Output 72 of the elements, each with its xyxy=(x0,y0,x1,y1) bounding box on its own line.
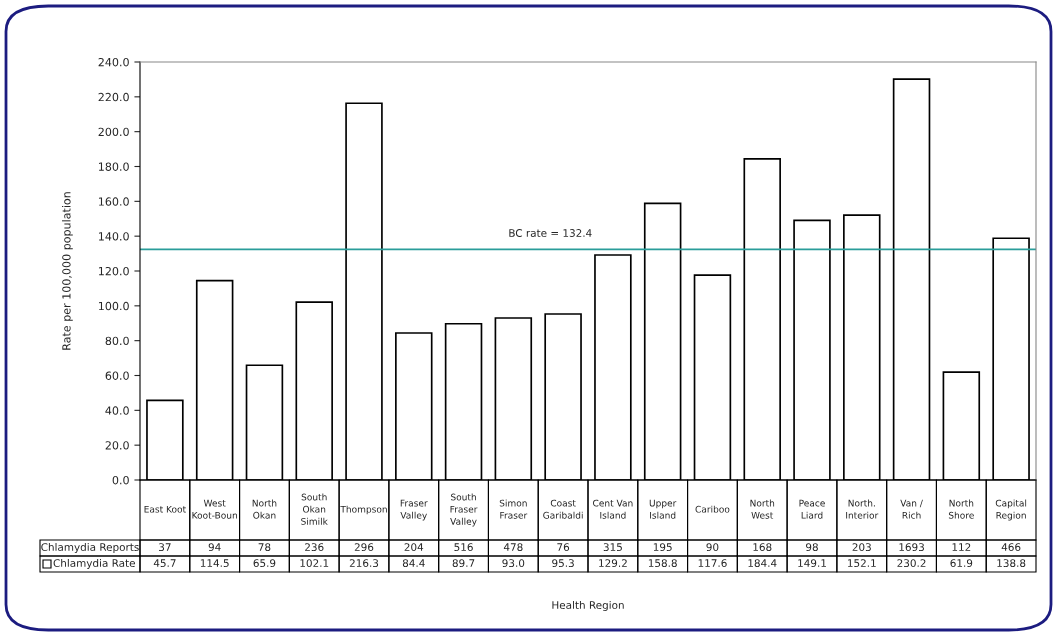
x-tick-label: South Fraser Valley xyxy=(450,493,478,527)
y-axis-title: Rate per 100,000 population xyxy=(62,192,73,350)
text: 90 xyxy=(706,543,719,552)
data-label: 84.4 xyxy=(402,559,425,568)
x-tick-label: South Okan Similk xyxy=(301,493,328,525)
data-label: 114.5 xyxy=(200,559,229,568)
text: 78 xyxy=(258,543,271,552)
y-tick-label: 80.0 xyxy=(105,336,129,346)
y-tick-label: 100.0 xyxy=(98,301,129,311)
x-tick-label: Simon Fraser xyxy=(499,499,528,519)
y-tick-label: 40.0 xyxy=(105,406,129,415)
text: 236 xyxy=(305,543,324,552)
y-tick-label: 200.0 xyxy=(98,127,129,137)
x-tick-label: West Koot-Boun xyxy=(192,499,237,519)
data-label: 158.8 xyxy=(648,559,677,568)
x-tick-label: North. Interior xyxy=(846,499,879,519)
data-label: 230.2 xyxy=(897,559,926,568)
text: 98 xyxy=(806,543,818,552)
data-label: 184.4 xyxy=(748,559,777,568)
data-label: 102.1 xyxy=(300,559,329,568)
text: 466 xyxy=(1001,543,1021,552)
y-tick-label: 140.0 xyxy=(98,232,129,241)
data-label: 149.1 xyxy=(798,559,826,568)
data-label: 152.1 xyxy=(848,559,876,568)
text: 168 xyxy=(753,543,772,552)
y-tick-label: 180.0 xyxy=(98,162,129,171)
data-label: 138.8 xyxy=(997,559,1026,568)
text: Health Region xyxy=(552,600,624,612)
x-tick-label: East Koot xyxy=(144,505,186,513)
x-tick-label: Peace Liard xyxy=(799,499,825,519)
data-label: 89.7 xyxy=(452,559,475,568)
text: 112 xyxy=(952,543,971,551)
text: 203 xyxy=(852,543,871,552)
x-tick-label: Capital Region xyxy=(995,499,1027,521)
x-tick-label: Thompson xyxy=(340,505,387,515)
y-tick-label: 60.0 xyxy=(105,371,129,380)
x-tick-label: Coast Garibaldi xyxy=(543,499,583,519)
x-tick-label: Cent Van Island xyxy=(593,499,633,519)
text: 204 xyxy=(404,543,424,552)
y-tick-label: 20.0 xyxy=(105,441,129,450)
data-label: 129.2 xyxy=(599,559,627,568)
x-tick-label: Upper Island xyxy=(649,499,677,519)
text: 478 xyxy=(503,543,523,552)
x-tick-label: North West xyxy=(750,499,775,519)
x-tick-label: North Shore xyxy=(948,499,974,519)
text: 76 xyxy=(557,543,570,552)
text: 315 xyxy=(603,543,622,552)
y-tick-label: 0.0 xyxy=(112,475,129,485)
y-tick-label: 120.0 xyxy=(98,266,129,276)
text: 195 xyxy=(653,543,672,552)
y-tick-label: 220.0 xyxy=(98,92,129,102)
y-tick-label: 160.0 xyxy=(98,197,129,206)
x-tick-label: North Okan xyxy=(252,499,277,519)
data-label: 61.9 xyxy=(950,559,973,568)
text: 37 xyxy=(159,543,171,552)
text: 516 xyxy=(454,543,473,552)
text: 1693 xyxy=(899,543,924,552)
legend-label: Chlamydia Reports xyxy=(41,542,139,554)
data-label: 65.9 xyxy=(253,559,276,568)
x-tick-label: Fraser Valley xyxy=(400,499,428,521)
text: 94 xyxy=(208,543,221,552)
text: 296 xyxy=(354,543,374,552)
y-tick-label: 240.0 xyxy=(98,57,129,67)
data-label: 117.6 xyxy=(698,559,727,568)
data-label: 95.3 xyxy=(552,559,574,568)
data-label: 216.3 xyxy=(349,559,379,568)
data-label: 93.0 xyxy=(502,559,525,568)
x-tick-label: Van / Rich xyxy=(900,499,923,519)
ref-line-label: BC rate = 132.4 xyxy=(509,229,592,237)
legend-label: Chlamydia Rate xyxy=(53,558,135,570)
x-tick-label: Cariboo xyxy=(695,505,730,513)
data-label: 45.7 xyxy=(153,559,176,568)
